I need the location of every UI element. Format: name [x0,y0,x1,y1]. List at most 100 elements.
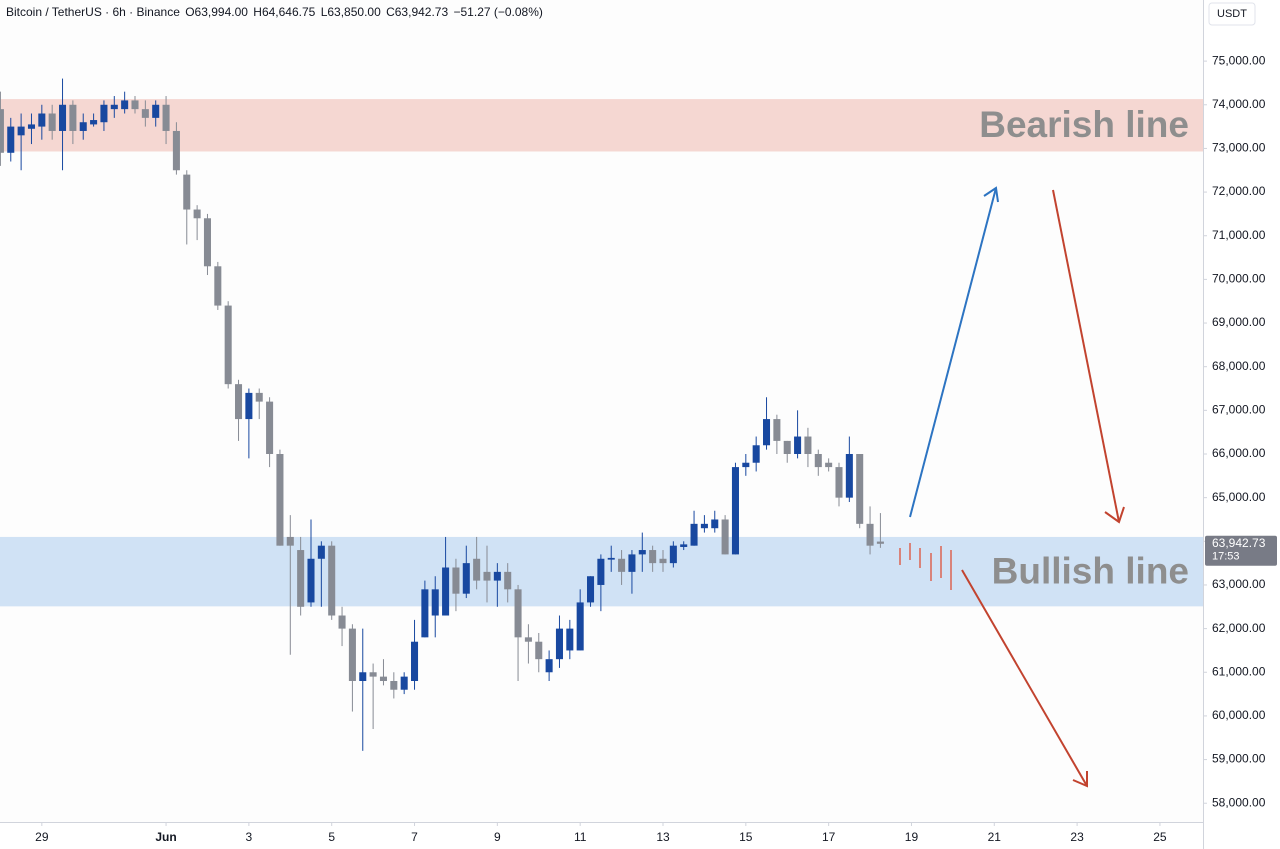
x-tick-label: 7 [411,830,418,844]
candle-body [773,419,780,441]
candle-body [380,677,387,681]
candle-body [235,384,242,419]
low: L63,850.00 [321,5,381,19]
candle-body [69,105,76,131]
candle-body [877,542,884,544]
y-tick-label: 65,000.00 [1212,490,1266,504]
candle-body [297,550,304,607]
candle-body [7,127,14,153]
high: H64,646.75 [253,5,315,19]
candle-body [390,681,397,690]
candle-body [587,576,594,602]
zone-label: Bearish line [979,104,1189,145]
candle-body [701,524,708,528]
candle-body [742,463,749,467]
candle-body [566,629,573,651]
candle-body [546,659,553,672]
candle-body [504,572,511,589]
candle-body [463,563,470,594]
candle-body [722,519,729,554]
candle-body [142,109,149,118]
candle-body [307,559,314,603]
y-tick-label: 66,000.00 [1212,446,1266,460]
candle-body [608,558,615,560]
candle-body [111,105,118,109]
candle-body [225,306,232,385]
candle-body [49,113,56,130]
candle-body [80,122,87,131]
y-tick-label: 71,000.00 [1212,228,1266,242]
candle-body [784,441,791,454]
candle-body [318,546,325,559]
candle-body [28,124,35,128]
candle-body [349,629,356,681]
x-tick-label: Jun [155,830,176,844]
candle-body [639,550,646,554]
time-axis-panel [0,823,1204,849]
candle-body [483,572,490,581]
candle-body [804,437,811,454]
candle-body [328,546,335,616]
currency[interactable]: USDT [1217,8,1247,20]
candle-body [401,677,408,690]
y-tick-label: 68,000.00 [1212,359,1266,373]
candle-body [266,402,273,454]
candle-body [421,589,428,637]
y-tick-label: 72,000.00 [1212,184,1266,198]
symbol: Bitcoin / TetherUS · 6h · Binance [6,5,180,19]
y-tick-label: 58,000.00 [1212,795,1266,809]
open: O63,994.00 [185,5,248,19]
x-tick-label: 21 [988,830,1002,844]
candle-body [835,467,842,498]
y-tick-label: 59,000.00 [1212,752,1266,766]
x-tick-label: 23 [1070,830,1084,844]
candle-body [90,120,97,124]
x-tick-label: 17 [822,830,836,844]
y-tick-label: 73,000.00 [1212,141,1266,155]
y-tick-label: 70,000.00 [1212,272,1266,286]
candle-body [815,454,822,467]
candle-body [494,572,501,581]
candle-body [525,637,532,641]
candle-body [18,127,25,136]
candle-body [121,100,128,109]
candle-body [204,218,211,266]
candle-body [183,175,190,210]
candle-body [732,467,739,554]
candle-body [256,393,263,402]
x-tick-label: 19 [905,830,919,844]
candle-body [515,589,522,637]
candle-body [628,554,635,571]
candle-body [649,550,656,563]
x-tick-label: 29 [35,830,49,844]
candle-body [680,544,687,547]
candle-body [691,524,698,546]
x-tick-label: 3 [246,830,253,844]
countdown: 17:53 [1212,551,1240,563]
candle-body [659,559,666,563]
candle-body [100,105,107,122]
x-tick-label: 5 [328,830,335,844]
x-tick-label: 9 [494,830,501,844]
y-tick-label: 60,000.00 [1212,708,1266,722]
close: C63,942.73 [386,5,448,19]
candle-body [618,559,625,572]
candle-body [214,266,221,305]
candle-body [535,642,542,659]
candle-body [452,567,459,593]
candle-body [577,602,584,650]
candle-body [194,210,201,219]
candle-body [173,131,180,170]
candle-body [556,629,563,660]
candle-body [794,437,801,454]
candle-body [370,672,377,676]
candle-body [846,454,853,498]
y-tick-label: 67,000.00 [1212,403,1266,417]
candle-body [825,463,832,467]
header: Bitcoin / TetherUS · 6h · Binance O63,99… [6,5,543,19]
y-tick-label: 75,000.00 [1212,53,1266,67]
x-tick-label: 13 [656,830,670,844]
candle-body [59,105,66,131]
candle-body [276,454,283,546]
candle-body [763,419,770,445]
